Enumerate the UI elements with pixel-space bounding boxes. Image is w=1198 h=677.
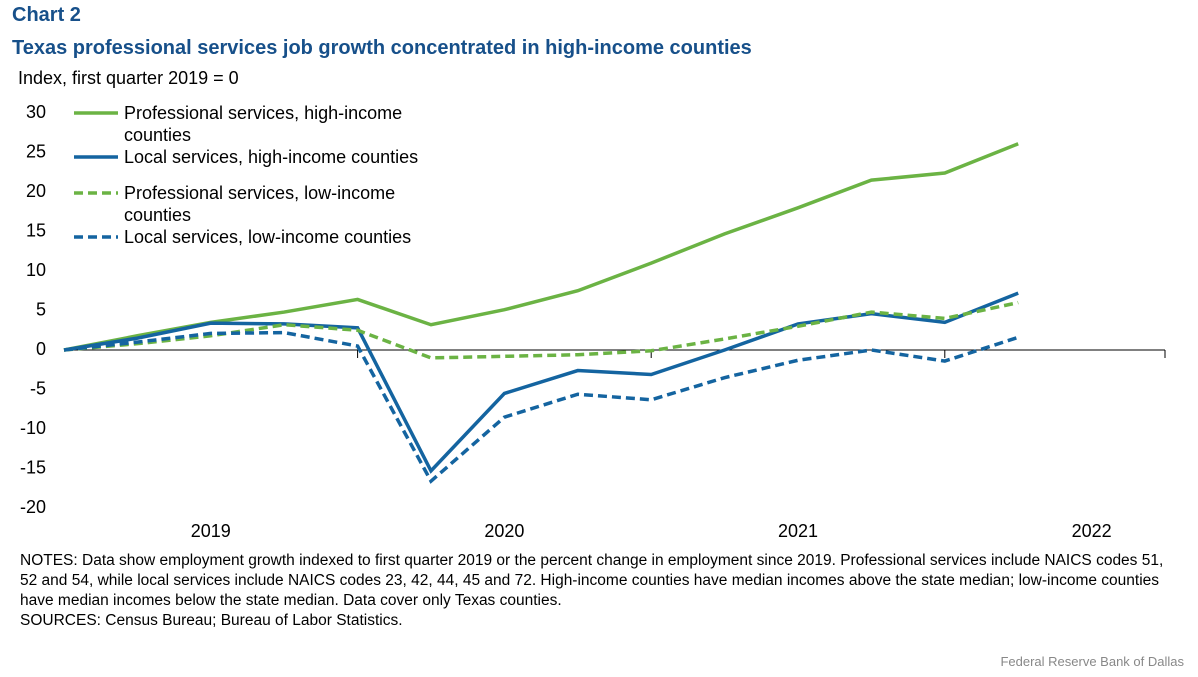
y-axis-label: Index, first quarter 2019 = 0: [18, 68, 239, 88]
legend-item: Professional services, high-income count…: [74, 102, 444, 146]
legend: Professional services, high-income count…: [74, 102, 444, 248]
chart-title: Texas professional services job growth c…: [12, 37, 752, 59]
legend-item: Professional services, low-income counti…: [74, 182, 444, 226]
legend-item: Local services, low-income counties: [74, 226, 444, 248]
legend-swatch: [74, 111, 118, 115]
y-tick-label: -20: [20, 497, 46, 517]
y-tick-label: 30: [26, 102, 46, 122]
legend-swatch: [74, 191, 118, 195]
notes-text: NOTES: Data show employment growth index…: [20, 552, 1164, 609]
legend-item: Local services, high-income counties: [74, 146, 444, 168]
notes: NOTES: Data show employment growth index…: [20, 551, 1180, 631]
legend-label: Professional services, high-income count…: [124, 103, 403, 145]
x-tick-label: 2020: [484, 521, 524, 541]
line: [63, 330, 1019, 484]
y-tick-label: 0: [36, 339, 46, 359]
y-tick-label: -15: [20, 457, 46, 477]
chart-label: Chart 2: [12, 4, 81, 26]
y-tick-label: -5: [30, 378, 46, 398]
legend-label: Professional services, low-income counti…: [124, 183, 396, 225]
y-tick-label: 5: [36, 299, 46, 319]
legend-swatch: [74, 155, 118, 159]
x-tick-label: 2019: [191, 521, 231, 541]
x-tick-label: 2022: [1072, 521, 1112, 541]
x-tick-label: 2021: [778, 521, 818, 541]
line: [63, 291, 1019, 474]
legend-label: Local services, high-income counties: [124, 147, 419, 167]
y-tick-label: 15: [26, 220, 46, 240]
credit: Federal Reserve Bank of Dallas: [1000, 654, 1184, 669]
line: [63, 142, 1019, 352]
y-tick-label: 20: [26, 181, 46, 201]
y-tick-label: 25: [26, 141, 46, 161]
legend-label: Local services, low-income counties: [124, 227, 412, 247]
legend-swatch: [74, 235, 118, 239]
y-tick-label: -10: [20, 418, 46, 438]
sources-text: SOURCES: Census Bureau; Bureau of Labor …: [20, 612, 403, 629]
y-tick-label: 10: [26, 260, 46, 280]
